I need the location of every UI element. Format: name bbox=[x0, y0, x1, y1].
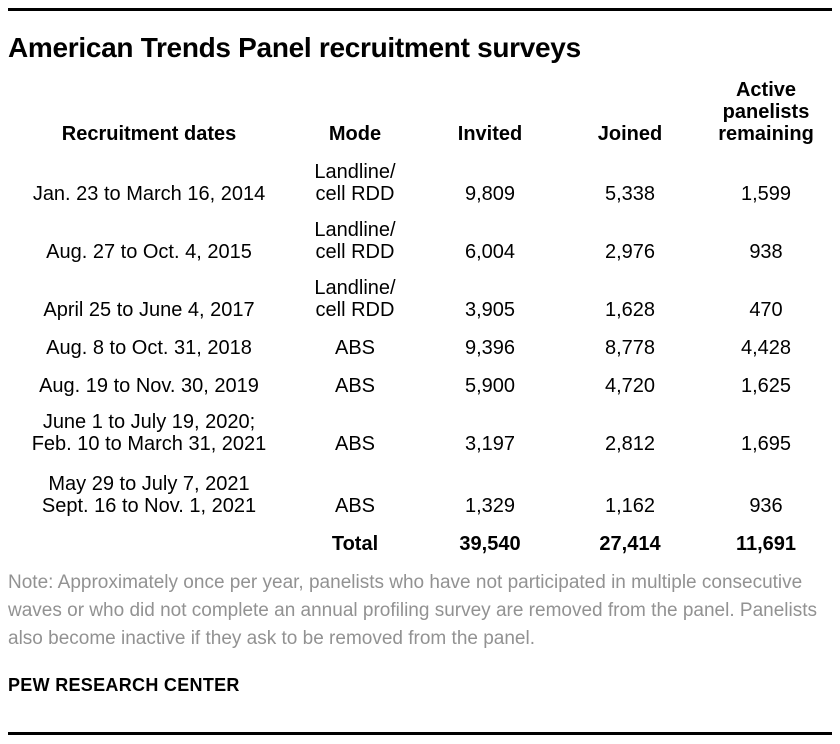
cell-invited: 9,809 bbox=[464, 183, 516, 205]
table-row: April 25 to June 4, 2017 Landline/ cell … bbox=[8, 263, 832, 321]
cell-active: 1,625 bbox=[740, 375, 792, 397]
cell-active: 1,599 bbox=[740, 183, 792, 205]
cell-active: 4,428 bbox=[740, 337, 792, 359]
header-active-line1: Active bbox=[735, 79, 797, 101]
cell-active: 470 bbox=[749, 299, 783, 321]
column-header-invited: Invited bbox=[457, 123, 523, 145]
column-header-mode: Mode bbox=[328, 123, 382, 145]
table-row: Aug. 19 to Nov. 30, 2019 ABS 5,900 4,720… bbox=[8, 359, 832, 397]
cell-dates: Aug. 8 to Oct. 31, 2018 bbox=[46, 337, 252, 359]
cell-joined: 1,628 bbox=[604, 299, 656, 321]
cell-joined: 8,778 bbox=[604, 337, 656, 359]
figure-container: American Trends Panel recruitment survey… bbox=[0, 8, 840, 735]
cell-dates-empty bbox=[8, 517, 290, 555]
total-invited: 39,540 bbox=[459, 533, 521, 555]
cell-mode: ABS bbox=[334, 433, 376, 455]
cell-invited: 6,004 bbox=[464, 241, 516, 263]
recruitment-table: Recruitment dates Mode Invited Joined Ac… bbox=[8, 75, 832, 555]
cell-invited: 5,900 bbox=[464, 375, 516, 397]
top-rule bbox=[8, 8, 832, 11]
cell-active: 1,695 bbox=[740, 433, 792, 455]
cell-dates: Aug. 19 to Nov. 30, 2019 bbox=[39, 375, 259, 397]
cell-dates: Jan. 23 to March 16, 2014 bbox=[32, 183, 266, 205]
cell-mode: Landline/ cell RDD bbox=[314, 277, 396, 321]
page-title: American Trends Panel recruitment survey… bbox=[8, 32, 581, 63]
cell-active: 938 bbox=[749, 241, 783, 263]
total-label: Total bbox=[331, 533, 379, 555]
total-row: Total 39,540 27,414 11,691 bbox=[8, 517, 832, 555]
cell-joined: 4,720 bbox=[604, 375, 656, 397]
cell-joined: 2,812 bbox=[604, 433, 656, 455]
cell-invited: 3,197 bbox=[464, 433, 516, 455]
note-text: Note: Approximately once per year, panel… bbox=[8, 572, 817, 649]
total-active: 11,691 bbox=[735, 533, 797, 555]
cell-mode: ABS bbox=[334, 375, 376, 397]
table-row: Aug. 8 to Oct. 31, 2018 ABS 9,396 8,778 … bbox=[8, 321, 832, 359]
total-joined: 27,414 bbox=[599, 533, 661, 555]
cell-invited: 9,396 bbox=[464, 337, 516, 359]
cell-joined: 5,338 bbox=[604, 183, 656, 205]
table-row: May 29 to July 7, 2021 Sept. 16 to Nov. … bbox=[8, 455, 832, 517]
bottom-rule bbox=[8, 732, 832, 735]
table-row: June 1 to July 19, 2020; Feb. 10 to Marc… bbox=[8, 397, 832, 455]
cell-joined: 1,162 bbox=[604, 495, 656, 517]
cell-joined: 2,976 bbox=[604, 241, 656, 263]
cell-dates: June 1 to July 19, 2020; Feb. 10 to Marc… bbox=[31, 411, 267, 455]
cell-active: 936 bbox=[749, 495, 783, 517]
cell-mode: Landline/ cell RDD bbox=[314, 219, 396, 263]
table-row: Aug. 27 to Oct. 4, 2015 Landline/ cell R… bbox=[8, 205, 832, 263]
header-active-line2: panelists bbox=[722, 101, 810, 123]
column-header-active-panelists: Active panelists remaining bbox=[700, 75, 832, 147]
cell-dates: April 25 to June 4, 2017 bbox=[43, 299, 255, 321]
table-header-row: Recruitment dates Mode Invited Joined Ac… bbox=[8, 75, 832, 147]
cell-mode: ABS bbox=[334, 495, 376, 517]
column-header-recruitment-dates: Recruitment dates bbox=[61, 123, 237, 145]
cell-dates: May 29 to July 7, 2021 Sept. 16 to Nov. … bbox=[41, 473, 257, 517]
cell-invited: 1,329 bbox=[464, 495, 516, 517]
table-row: Jan. 23 to March 16, 2014 Landline/ cell… bbox=[8, 147, 832, 205]
cell-mode: ABS bbox=[334, 337, 376, 359]
header-active-line3: remaining bbox=[718, 123, 814, 145]
source-label: PEW RESEARCH CENTER bbox=[8, 675, 240, 695]
column-header-joined: Joined bbox=[597, 123, 663, 145]
cell-dates: Aug. 27 to Oct. 4, 2015 bbox=[46, 241, 252, 263]
cell-invited: 3,905 bbox=[464, 299, 516, 321]
cell-mode: Landline/ cell RDD bbox=[314, 161, 396, 205]
